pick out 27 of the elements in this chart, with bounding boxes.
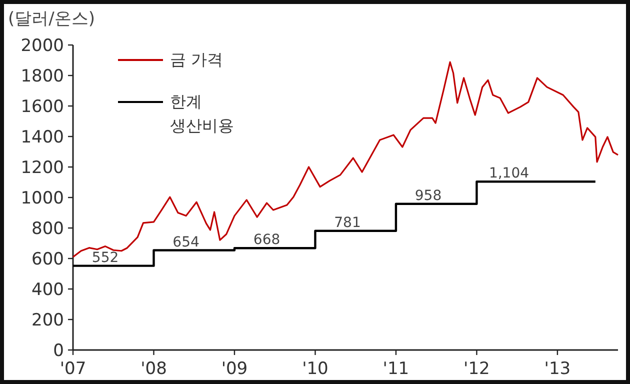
y-tick-label: 1000 bbox=[20, 188, 64, 208]
x-tick-label: '11 bbox=[382, 359, 410, 379]
y-tick-label: 1200 bbox=[20, 158, 64, 178]
x-tick-label: '10 bbox=[302, 359, 328, 379]
x-tick-label: '12 bbox=[464, 359, 490, 379]
legend-label: 한계 생산비용 bbox=[170, 92, 234, 135]
y-tick-label: 2000 bbox=[20, 36, 64, 56]
y-tick-label: 0 bbox=[53, 341, 64, 361]
data-label: 1,104 bbox=[488, 166, 530, 182]
data-label: 552 bbox=[92, 250, 119, 266]
y-axis-title: (달러/온스) bbox=[8, 9, 95, 29]
y-tick-label: 200 bbox=[32, 310, 64, 330]
data-label: 781 bbox=[334, 214, 361, 231]
data-label: 668 bbox=[253, 232, 280, 248]
x-tick-label: '09 bbox=[221, 359, 248, 379]
x-tick-label: '13 bbox=[544, 359, 571, 379]
data-label: 958 bbox=[414, 188, 442, 204]
y-tick-label: 600 bbox=[32, 250, 64, 270]
x-tick-label: '08 bbox=[140, 359, 167, 379]
y-tick-label: 400 bbox=[32, 280, 64, 300]
y-tick-label: 1800 bbox=[20, 66, 64, 86]
x-tick-label: '07 bbox=[60, 359, 86, 379]
legend-label: 금 가격 bbox=[170, 50, 224, 69]
y-tick-label: 800 bbox=[32, 219, 64, 239]
y-tick-label: 1400 bbox=[20, 128, 64, 148]
data-label: 654 bbox=[172, 234, 200, 250]
y-tick-label: 1600 bbox=[20, 97, 64, 117]
